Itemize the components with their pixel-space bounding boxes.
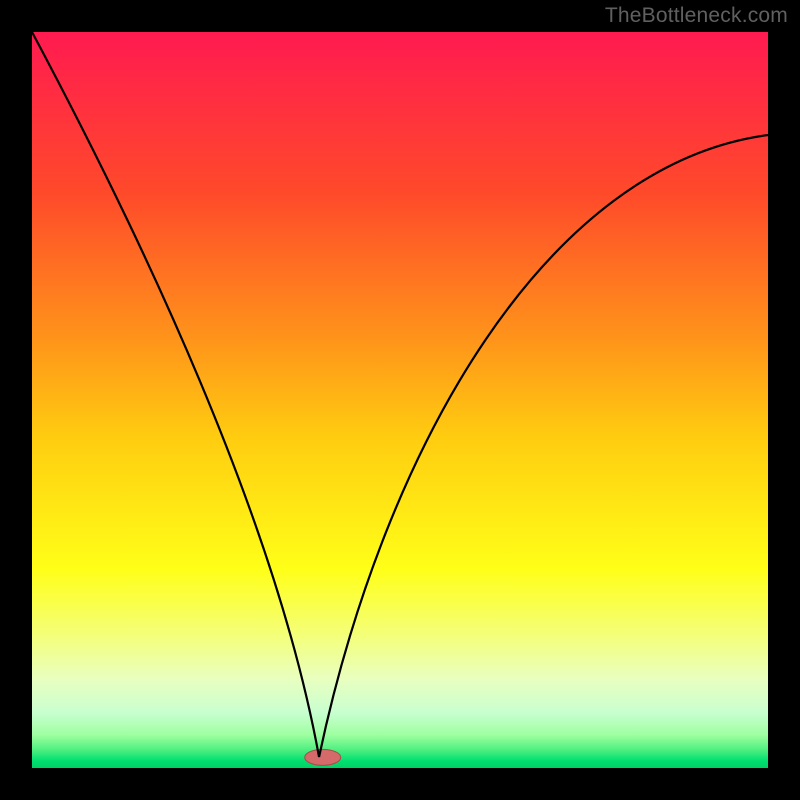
bottleneck-chart <box>0 0 800 800</box>
minimum-marker <box>305 749 341 765</box>
plot-area <box>32 32 768 768</box>
watermark-text: TheBottleneck.com <box>605 4 788 28</box>
chart-container: TheBottleneck.com <box>0 0 800 800</box>
